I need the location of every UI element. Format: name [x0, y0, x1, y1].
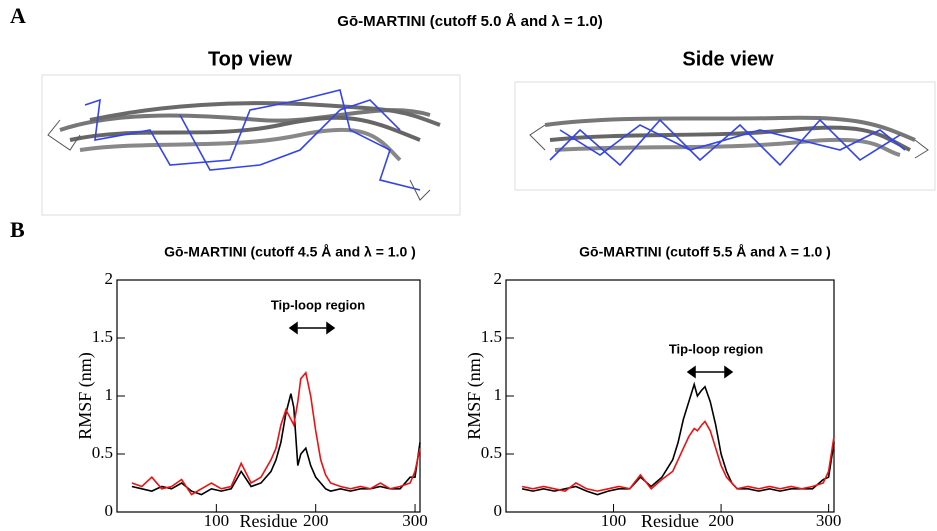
data-line: [521, 420, 835, 492]
y-tick-label: 0.5: [481, 443, 502, 462]
annotation-arrow: [686, 365, 734, 379]
y-axis-label: RMSF (nm): [75, 352, 96, 440]
x-axis-label: Residue: [641, 511, 699, 531]
annotation: Tip-loop region: [669, 341, 763, 356]
panel-label: B: [10, 217, 25, 242]
protein-side-view: [529, 115, 929, 167]
annotation: Tip-loop region: [271, 297, 365, 312]
view-title: Side view: [682, 48, 774, 70]
y-tick-label: 2: [494, 269, 503, 288]
y-tick-label: 2: [105, 269, 114, 288]
y-tick-label: 1: [494, 385, 503, 404]
data-line: [131, 393, 421, 496]
figure-title: Gō-MARTINI (cutoff 5.0 Å and λ = 1.0): [337, 13, 602, 30]
chart-title: Gō-MARTINI (cutoff 4.5 Å and λ = 1.0 ): [164, 244, 416, 260]
x-tick-label: 200: [708, 511, 734, 530]
plot-frame: [505, 279, 835, 513]
view-title: Top view: [208, 48, 293, 70]
y-tick-label: 0.5: [92, 443, 113, 462]
x-tick-label: 100: [204, 511, 230, 530]
x-tick-label: 300: [402, 511, 428, 530]
y-tick-label: 0: [105, 501, 114, 520]
data-line: [521, 381, 835, 496]
image-frame: [41, 74, 461, 216]
y-tick-label: 1.5: [92, 327, 113, 346]
data-line: [131, 371, 421, 496]
panel-label: A: [10, 3, 26, 28]
x-axis-label: Residue: [240, 511, 298, 531]
y-tick-label: 1: [105, 385, 114, 404]
protein-top-view: [47, 89, 441, 201]
x-tick-label: 300: [816, 511, 842, 530]
y-tick-label: 1.5: [481, 327, 502, 346]
x-tick-label: 200: [303, 511, 329, 530]
y-axis-label: RMSF (nm): [464, 352, 485, 440]
y-tick-label: 0: [494, 501, 503, 520]
plot-frame: [116, 279, 421, 513]
chart-title: Gō-MARTINI (cutoff 5.5 Å and λ = 1.0 ): [579, 244, 831, 260]
x-tick-label: 100: [601, 511, 627, 530]
annotation-arrow: [288, 321, 336, 335]
